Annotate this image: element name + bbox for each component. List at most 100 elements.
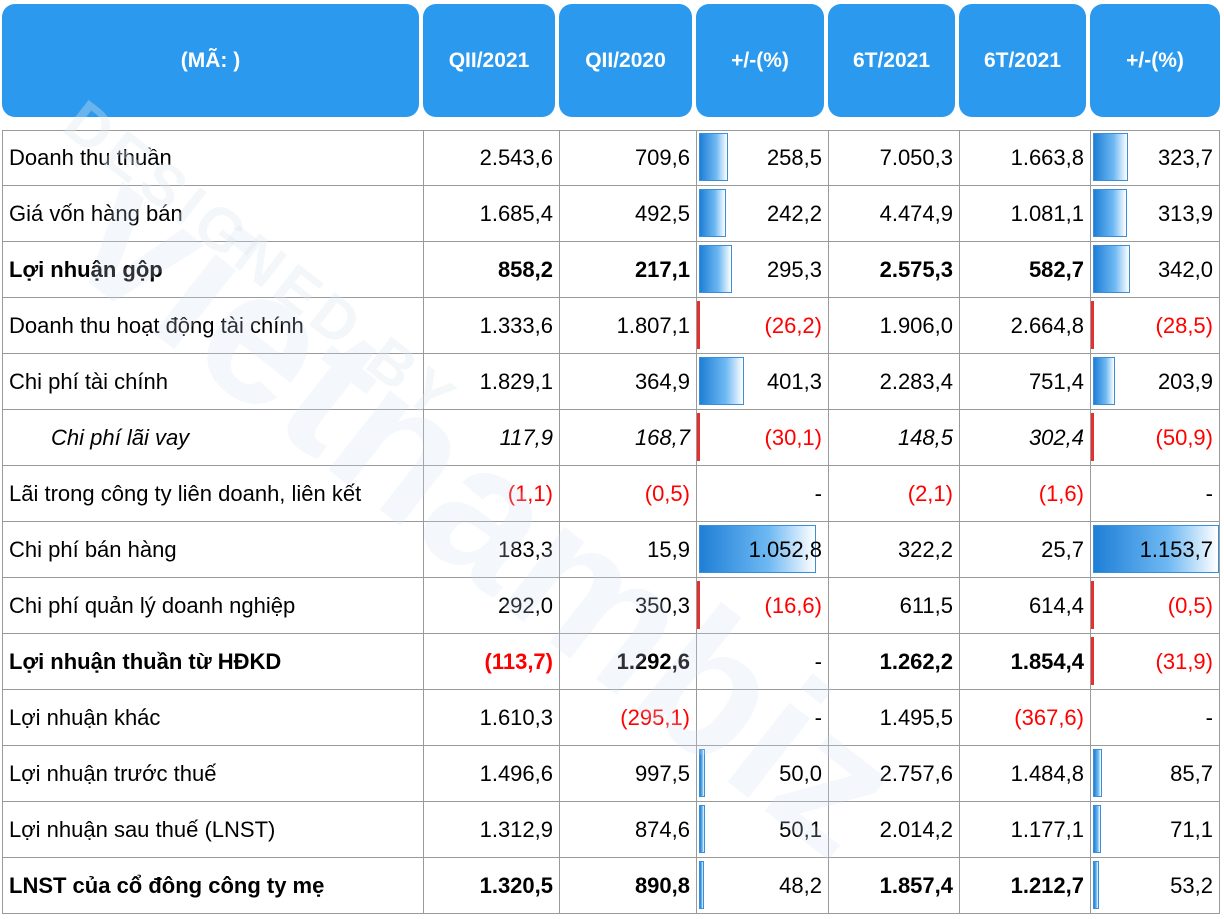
cell-h2021a: 2.014,2 [828,802,959,858]
cell-h2021b: 1.081,1 [959,186,1090,242]
cell-h_chg: 53,2 [1090,858,1220,914]
cell-q2020: 217,1 [559,242,696,298]
change-bar-negative [697,581,700,629]
table-row: LNST của cổ đông công ty mẹ 1.320,5 890,8 4… [2,858,1220,914]
row-label: LNST của cổ đông công ty mẹ [2,858,423,914]
cell-value: (295,1) [620,704,690,730]
cell-q2021: 292,0 [423,578,559,634]
cell-h2021b: 2.664,8 [959,298,1090,354]
row-label: Lợi nhuận thuần từ HĐKD [2,634,423,690]
table-row: Chi phí lãi vay 117,9 168,7 (30,1) 148,5 302,… [2,410,1220,466]
cell-value: - [1205,480,1213,506]
cell-value: 1.153,7 [1139,536,1213,562]
cell-value: - [814,648,822,674]
cell-value: 1.212,7 [1010,872,1084,898]
cell-h_chg: (50,9) [1090,410,1220,466]
cell-h2021a: 7.050,3 [828,130,959,186]
change-bar-positive [699,525,816,573]
cell-h2021b: 1.212,7 [959,858,1090,914]
cell-h2021a: 1.262,2 [828,634,959,690]
cell-h2021b: 1.177,1 [959,802,1090,858]
cell-value: 50,0 [779,760,822,786]
cell-value: 71,1 [1170,816,1213,842]
cell-q_chg: 50,0 [696,746,828,802]
row-label: Lợi nhuận trước thuế [2,746,423,802]
cell-value: (0,5) [1167,592,1213,618]
cell-value: 7.050,3 [879,144,953,170]
cell-q_chg: (16,6) [696,578,828,634]
change-bar-positive [1093,133,1128,181]
cell-value: 1.312,9 [479,816,553,842]
cell-value: 322,2 [897,536,953,562]
cell-value: 292,0 [497,592,553,618]
row-label: Doanh thu thuần [2,130,423,186]
cell-value: 1.052,8 [748,536,822,562]
table-top-border [2,130,1220,131]
table-header: (MÃ: ) QII/2021 QII/2020 +/-(%) 6T/2021 … [0,0,1224,120]
cell-h2021a: 4.474,9 [828,186,959,242]
cell-h2021b: 302,4 [959,410,1090,466]
cell-value: 751,4 [1028,368,1084,394]
cell-h2021b: (1,6) [959,466,1090,522]
cell-value: (367,6) [1014,704,1084,730]
cell-value: 313,9 [1157,200,1213,226]
cell-value: 1.262,2 [879,648,953,674]
cell-q2021: (1,1) [423,466,559,522]
cell-value: Lợi nhuận thuần từ HĐKD [9,648,282,674]
cell-q2021: 1.829,1 [423,354,559,410]
cell-value: Lãi trong công ty liên doanh, liên kết [9,480,362,506]
cell-q2020: 890,8 [559,858,696,914]
cell-value: 582,7 [1028,256,1084,282]
cell-q2021: 1.496,6 [423,746,559,802]
cell-value: 1.081,1 [1010,200,1084,226]
cell-value: 1.807,1 [616,312,690,338]
cell-h_chg: (28,5) [1090,298,1220,354]
cell-q2020: 492,5 [559,186,696,242]
cell-value: (31,9) [1155,648,1213,674]
cell-q_chg: 1.052,8 [696,522,828,578]
change-bar-positive [1093,861,1099,909]
cell-h2021b: 1.663,8 [959,130,1090,186]
header-q2-2020: QII/2020 [559,4,692,117]
cell-value: 1.333,6 [479,312,553,338]
cell-h_chg: (31,9) [1090,634,1220,690]
cell-q2020: 168,7 [559,410,696,466]
cell-value: (2,1) [907,480,953,506]
cell-value: 148,5 [897,424,953,450]
cell-q2021: 117,9 [423,410,559,466]
cell-q_chg: (30,1) [696,410,828,466]
cell-q_chg: 50,1 [696,802,828,858]
table-row: Lợi nhuận thuần từ HĐKD (113,7) 1.292,6 - 1.… [2,634,1220,690]
cell-value: (26,2) [764,312,822,338]
change-bar-negative [1091,637,1094,685]
cell-value: 117,9 [499,424,553,450]
cell-q_chg: 242,2 [696,186,828,242]
cell-value: 1.610,3 [479,704,553,730]
change-bar-positive [1093,525,1219,573]
table-row: Lãi trong công ty liên doanh, liên kết (1… [2,466,1220,522]
cell-q_chg: 258,5 [696,130,828,186]
header-q2-2021: QII/2021 [423,4,555,117]
change-bar-positive [699,357,744,405]
cell-value: 242,2 [766,200,822,226]
row-label: Lợi nhuận gộp [2,242,423,298]
header-6m-2021-a: 6T/2021 [828,4,955,117]
cell-value: 258,5 [766,144,822,170]
cell-value: 709,6 [634,144,690,170]
cell-value: (30,1) [764,424,822,450]
cell-value: 53,2 [1170,872,1213,898]
cell-value: 858,2 [497,256,553,282]
cell-value: 1.292,6 [616,648,690,674]
cell-h_chg: 71,1 [1090,802,1220,858]
cell-q2020: 1.807,1 [559,298,696,354]
row-label: Lãi trong công ty liên doanh, liên kết [2,466,423,522]
cell-value: 1.663,8 [1010,144,1084,170]
table-row: Chi phí tài chính 1.829,1 364,9 401,3 2.283,… [2,354,1220,410]
cell-value: 2.014,2 [879,816,953,842]
cell-value: 85,7 [1170,760,1213,786]
cell-h_chg: 342,0 [1090,242,1220,298]
cell-h2021b: (367,6) [959,690,1090,746]
change-bar-positive [699,189,726,237]
change-bar-negative [697,301,700,349]
table-row: Lợi nhuận gộp 858,2 217,1 295,3 2.575,3 582,7… [2,242,1220,298]
